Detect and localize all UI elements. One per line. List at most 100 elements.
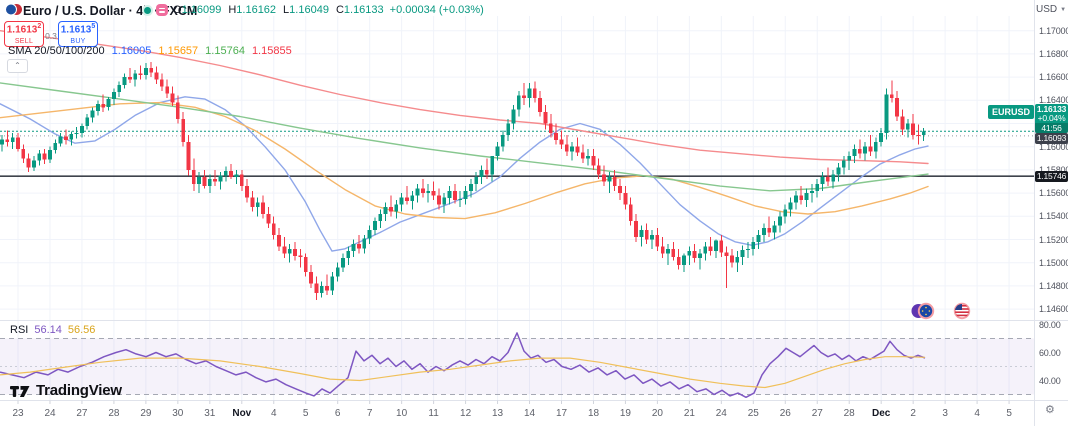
- candle[interactable]: [346, 251, 351, 259]
- candle[interactable]: [724, 252, 729, 256]
- candle[interactable]: [335, 267, 340, 277]
- candle[interactable]: [26, 158, 31, 168]
- candle[interactable]: [612, 176, 617, 187]
- candle[interactable]: [884, 94, 889, 133]
- candle[interactable]: [426, 190, 431, 194]
- candle[interactable]: [410, 195, 415, 202]
- candle[interactable]: [575, 146, 580, 153]
- candle[interactable]: [666, 248, 670, 254]
- sell-button[interactable]: 1.16132 SELL: [4, 21, 44, 47]
- candle[interactable]: [873, 142, 878, 152]
- rsi-line[interactable]: [0, 332, 926, 399]
- candle[interactable]: [175, 102, 180, 119]
- candle[interactable]: [218, 175, 223, 182]
- candle[interactable]: [74, 132, 79, 134]
- price-axis-currency-dropdown[interactable]: USD ▼: [1036, 4, 1066, 15]
- candle[interactable]: [586, 156, 590, 159]
- candle[interactable]: [719, 240, 724, 253]
- candle[interactable]: [831, 174, 836, 182]
- candle[interactable]: [309, 272, 313, 284]
- candle[interactable]: [421, 188, 425, 194]
- candle[interactable]: [639, 230, 644, 238]
- candle[interactable]: [383, 207, 388, 214]
- candle[interactable]: [405, 197, 409, 202]
- candle[interactable]: [847, 156, 852, 161]
- notes-icon[interactable]: [156, 4, 168, 16]
- candle[interactable]: [804, 193, 809, 201]
- candle[interactable]: [602, 174, 606, 182]
- candle[interactable]: [868, 146, 873, 152]
- candle[interactable]: [495, 146, 500, 156]
- candle[interactable]: [783, 209, 788, 217]
- symbol-title[interactable]: Euro / U.S. Dollar · 4h · FXCM: [23, 4, 198, 18]
- candle[interactable]: [650, 234, 654, 240]
- candle[interactable]: [564, 144, 569, 152]
- candle[interactable]: [863, 146, 867, 154]
- candle[interactable]: [234, 174, 239, 177]
- candle[interactable]: [655, 234, 660, 247]
- candle[interactable]: [634, 220, 638, 238]
- candle[interactable]: [596, 165, 601, 175]
- candle[interactable]: [559, 139, 564, 145]
- candle[interactable]: [911, 123, 915, 136]
- candle[interactable]: [676, 256, 681, 265]
- candle[interactable]: [154, 72, 159, 80]
- candle[interactable]: [756, 234, 761, 242]
- candle[interactable]: [378, 214, 383, 221]
- candle[interactable]: [591, 156, 596, 166]
- candle[interactable]: [490, 156, 495, 175]
- candle[interactable]: [703, 246, 708, 254]
- candle[interactable]: [165, 86, 170, 94]
- candle[interactable]: [362, 238, 367, 249]
- candle[interactable]: [740, 249, 745, 257]
- candle[interactable]: [554, 132, 558, 140]
- candle[interactable]: [692, 251, 697, 259]
- candle[interactable]: [117, 85, 122, 93]
- candle[interactable]: [527, 88, 532, 98]
- candle[interactable]: [852, 149, 857, 156]
- candle[interactable]: [794, 195, 798, 203]
- candle[interactable]: [687, 251, 692, 256]
- secondary-price-badge[interactable]: 1.16093: [1035, 133, 1068, 144]
- candle[interactable]: [106, 99, 111, 108]
- collapse-legend-button[interactable]: ⌃: [7, 59, 28, 73]
- candle[interactable]: [122, 77, 127, 86]
- candle[interactable]: [229, 171, 233, 177]
- eur-event-flag-icon[interactable]: [911, 302, 935, 320]
- candle[interactable]: [144, 67, 148, 75]
- candle[interactable]: [900, 116, 905, 130]
- candle[interactable]: [511, 109, 516, 124]
- candle[interactable]: [618, 186, 622, 194]
- candle[interactable]: [484, 169, 489, 175]
- candle[interactable]: [762, 227, 766, 235]
- candle[interactable]: [21, 149, 26, 159]
- candle[interactable]: [330, 276, 335, 291]
- candle[interactable]: [532, 88, 537, 98]
- candle[interactable]: [250, 197, 255, 207]
- sma50-line[interactable]: [0, 101, 929, 220]
- candle[interactable]: [735, 256, 740, 263]
- candle[interactable]: [708, 246, 713, 252]
- candle[interactable]: [778, 216, 782, 226]
- candle[interactable]: [389, 207, 393, 212]
- candle[interactable]: [671, 248, 676, 257]
- candle[interactable]: [149, 67, 154, 73]
- candle[interactable]: [277, 234, 281, 247]
- sma100-line[interactable]: [0, 82, 929, 192]
- candle[interactable]: [857, 149, 862, 154]
- candle[interactable]: [266, 214, 271, 224]
- candle[interactable]: [538, 98, 542, 112]
- candle[interactable]: [751, 241, 756, 249]
- candle[interactable]: [895, 98, 899, 117]
- candle[interactable]: [730, 255, 734, 263]
- candle[interactable]: [437, 195, 441, 205]
- candle[interactable]: [767, 227, 772, 233]
- candle[interactable]: [0, 139, 4, 145]
- candle[interactable]: [889, 94, 894, 99]
- candle[interactable]: [298, 255, 303, 257]
- candle[interactable]: [746, 248, 750, 250]
- candle[interactable]: [101, 103, 106, 108]
- candle[interactable]: [815, 183, 820, 191]
- candle[interactable]: [197, 176, 201, 184]
